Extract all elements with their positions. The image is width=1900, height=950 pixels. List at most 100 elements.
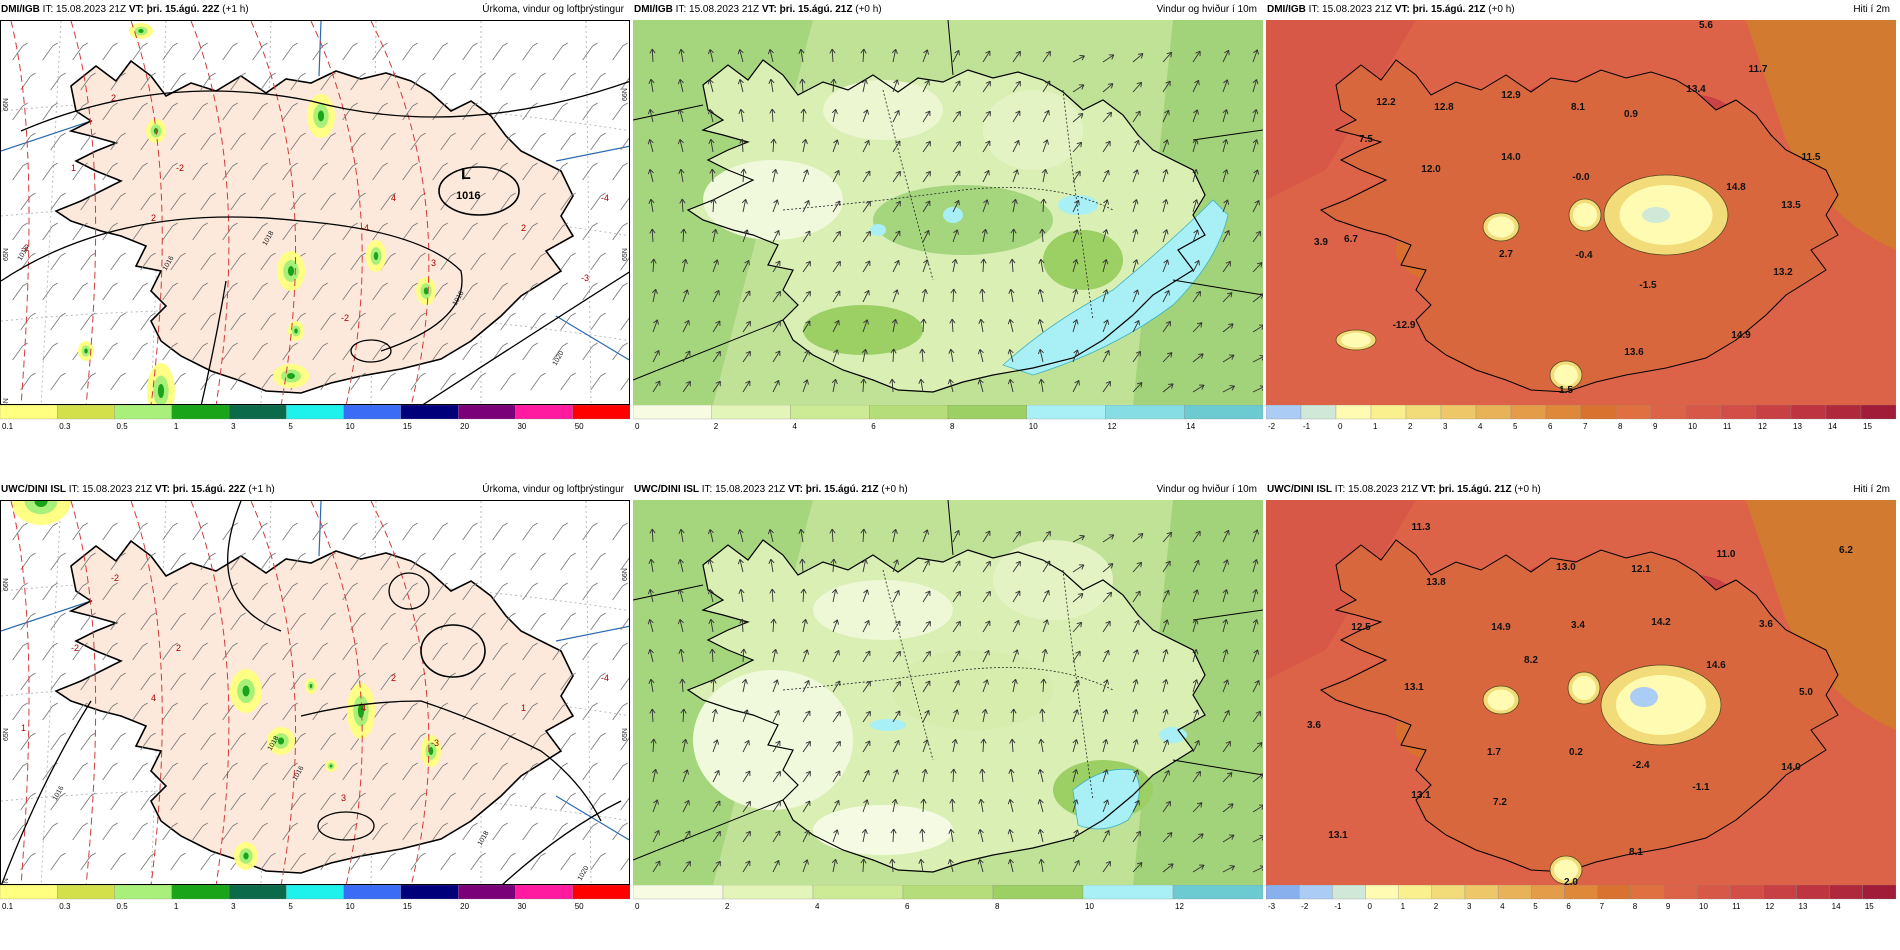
colorbar-swatch — [1431, 885, 1466, 900]
colorbar-swatch — [572, 405, 630, 420]
colorbar-swatch — [286, 405, 344, 420]
colorbar-swatch — [57, 885, 115, 900]
colorbar-tick-label: 4 — [815, 902, 820, 911]
glaciers — [1335, 174, 1729, 390]
wind-speed-fill — [633, 20, 1263, 405]
temperature-value: -1.1 — [1692, 782, 1710, 793]
precip-amount-label: -2 — [341, 313, 349, 323]
gust-area — [1072, 768, 1140, 830]
colorbar-swatch — [1266, 405, 1302, 420]
colorbar-swatch — [1082, 885, 1174, 900]
model-name: DMI/IGB — [634, 4, 673, 15]
colorbar-swatch — [1299, 885, 1333, 900]
wind-map — [633, 500, 1263, 885]
map-area[interactable]: 1016 1016 1018 1018 1020 -2 2 4 2 4 1 -2 -3 1 -4 3 66N 65… — [0, 500, 630, 885]
valid-time: VT: þri. 15.ágú. 21Z — [1420, 484, 1512, 495]
colorbar-tick-label: 15 — [1863, 422, 1872, 431]
colorbar-tick-label: 0.5 — [117, 422, 129, 431]
precip-amount-label: -4 — [361, 223, 369, 233]
precip-isolines — [10, 501, 430, 884]
temperature-value: 13.5 — [1781, 200, 1801, 211]
fir-boundary — [947, 500, 954, 556]
colorbar-tick-label: 6 — [905, 902, 910, 911]
model-name: UWC/DINI ISL — [634, 484, 699, 495]
coastline — [54, 59, 575, 394]
colorbar-swatch — [711, 405, 791, 420]
colorbar-tick-label: 1 — [174, 422, 179, 431]
model-name: UWC/DINI ISL — [1267, 484, 1332, 495]
temperature-value: 14.0 — [1501, 152, 1521, 163]
temperature-values: 12.2 12.8 12.9 8.1 0.9 13.4 11.7 7.5 14.0 12.0 -0.… — [1314, 20, 1821, 396]
colorbar-tick-label: -2 — [1301, 902, 1309, 911]
latitude-label: 66N — [3, 98, 10, 111]
panel-header: UWC/DINI ISL IT: 15.08.2023 21Z VT: þri.… — [1266, 480, 1896, 500]
temperature-value: 3.4 — [1571, 620, 1585, 631]
colorbar-tick-label: 0.1 — [2, 422, 14, 431]
temperature-value: 2.7 — [1499, 249, 1513, 260]
colorbar-tick-label: 8 — [1618, 422, 1623, 431]
region-boundaries — [782, 569, 1114, 801]
wind-barbs — [12, 522, 629, 871]
map-area[interactable]: 11.3 13.8 13.0 12.1 11.0 6.2 12.5 14.9 3.4 14.2 3.… — [1266, 500, 1896, 885]
wind-speed-fill — [633, 500, 1263, 885]
temperature-value: 2.0 — [1564, 877, 1578, 885]
colorbar-swatch — [228, 405, 287, 420]
colorbar-tick-label: 5 — [288, 422, 293, 431]
colorbar-swatch — [0, 885, 58, 900]
colorbar-swatch — [1300, 405, 1337, 420]
colorbar-swatch — [1650, 405, 1687, 420]
colorbar-swatch — [790, 405, 870, 420]
panel-header: DMI/IGB IT: 15.08.2023 21Z VT: þri. 15.á… — [0, 0, 630, 20]
temperature-value: 5.6 — [1699, 20, 1713, 31]
colorbar-swatch — [1615, 405, 1652, 420]
temperature-value: -2.4 — [1632, 760, 1650, 771]
map-area[interactable]: 1018 1016 1016 1018 1020 2 -2 2 4 -4 -2 1 3 2 -4 -2 -3 L 1… — [0, 20, 630, 405]
temperature-value: 12.1 — [1631, 564, 1651, 575]
colorbar-tick-label: 1 — [1373, 422, 1378, 431]
colorbar-tick-label: 6 — [871, 422, 876, 431]
colorbar-swatch — [171, 405, 230, 420]
colorbar-tick-label: 1 — [174, 902, 179, 911]
temperature-value: 13.4 — [1686, 84, 1706, 95]
precip-amount-label: 2 — [151, 213, 156, 223]
colorbar-swatch — [1475, 405, 1512, 420]
colorbar-tick-label: -1 — [1303, 422, 1311, 431]
panel-temp-dmi: DMI/IGB IT: 15.08.2023 21Z VT: þri. 15.á… — [1266, 0, 1896, 440]
colorbar-swatch — [1564, 885, 1598, 900]
colorbar-swatch — [992, 885, 1084, 900]
colorbar: 0.1 0.3 0.5 1 3 5 10 15 20 30 50 — [0, 405, 630, 433]
colorbar-tick-label: 2 — [725, 902, 730, 911]
precip-areas — [11, 501, 441, 870]
map-area[interactable] — [633, 500, 1263, 885]
wind-barbs — [12, 42, 629, 391]
fir-boundary — [318, 501, 322, 557]
init-time: IT: 15.08.2023 21Z — [675, 4, 760, 15]
temperature-value: -0.0 — [1572, 172, 1590, 183]
map-area[interactable]: 12.2 12.8 12.9 8.1 0.9 13.4 11.7 7.5 14.0 12.0 -0.… — [1266, 20, 1896, 405]
valid-time: VT: þri. 15.ágú. 22Z — [154, 484, 246, 495]
wind-arrows — [647, 528, 1263, 873]
map-area[interactable] — [633, 20, 1263, 405]
colorbar: -2 -1 0 1 2 3 4 5 6 7 8 9 10 11 12 13 14 15 — [1266, 405, 1896, 433]
precip-amount-label: 4 — [391, 193, 396, 203]
panel-title: Úrkoma, vindur og loftþrýstingur — [482, 484, 624, 495]
colorbar-tick-label: 3 — [231, 902, 236, 911]
colorbar-swatch — [1829, 885, 1863, 900]
colorbar: -3 -2 -1 0 1 2 3 4 5 6 7 8 9 10 11 12 13 14 15 — [1266, 885, 1896, 913]
temperature-value: 5.0 — [1799, 687, 1813, 698]
lead-time: (+0 h) — [1488, 4, 1515, 15]
precip-amount-label: 2 — [521, 223, 526, 233]
temperature-value: 13.1 — [1328, 830, 1348, 841]
colorbar-swatch — [114, 405, 172, 420]
colorbar-tick-label: 3 — [1443, 422, 1448, 431]
colorbar-swatch — [947, 405, 1027, 420]
colorbar-swatch — [722, 885, 814, 900]
colorbar-tick-label: 12 — [1765, 902, 1774, 911]
low-pressure-value: 1016 — [456, 190, 480, 202]
valid-time: VT: þri. 15.ágú. 22Z — [128, 4, 220, 15]
colorbar-tick-label: 12 — [1758, 422, 1767, 431]
temperature-value: 13.8 — [1426, 577, 1446, 588]
glaciers — [1482, 664, 1722, 885]
temperature-value: 13.2 — [1773, 267, 1793, 278]
panel-title: Vindur og hviður í 10m — [1156, 484, 1257, 495]
